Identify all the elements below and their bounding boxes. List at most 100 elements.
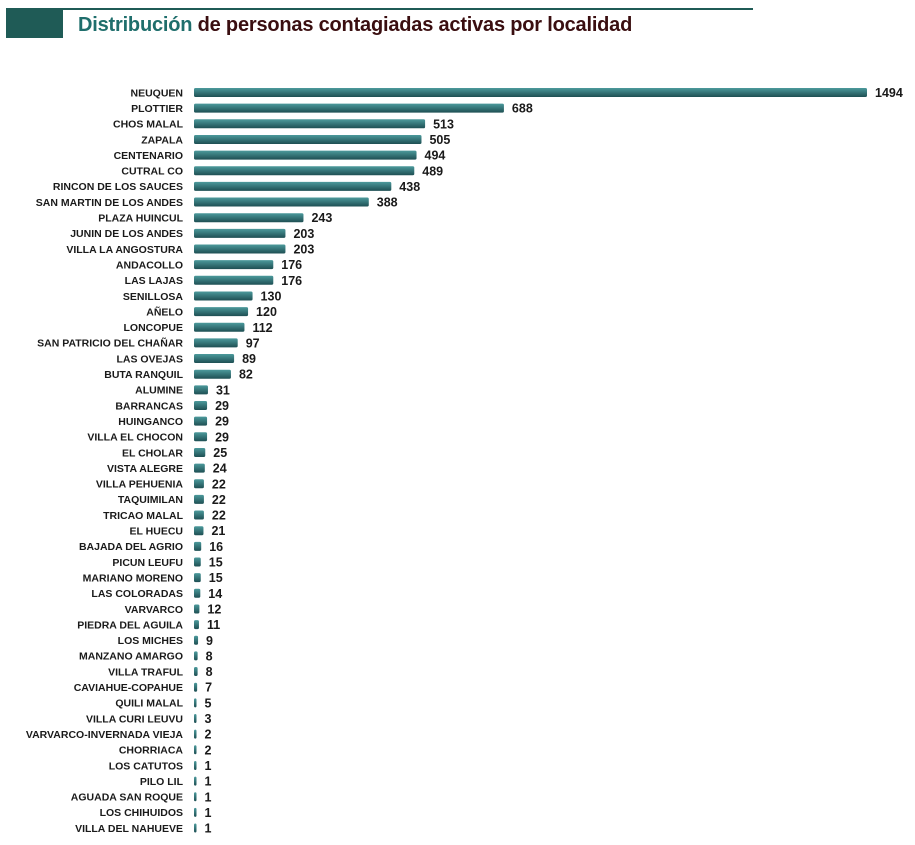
category-label: SAN MARTIN DE LOS ANDES — [36, 197, 183, 209]
bar — [194, 557, 201, 567]
value-label: 31 — [216, 383, 230, 397]
category-label: ZAPALA — [141, 134, 183, 146]
bar — [194, 792, 197, 802]
bar — [194, 823, 197, 833]
bar — [194, 729, 197, 739]
value-label: 22 — [212, 477, 226, 491]
header-rule — [63, 8, 753, 10]
category-label: RINCON DE LOS SAUCES — [53, 181, 183, 193]
value-label: 2 — [205, 728, 212, 742]
value-label: 388 — [377, 196, 398, 210]
value-label: 120 — [256, 305, 277, 319]
bar — [194, 244, 286, 254]
value-label: 15 — [209, 556, 223, 570]
value-label: 3 — [205, 712, 212, 726]
bar — [194, 260, 274, 270]
category-label: SAN PATRICIO DEL CHAÑAR — [37, 337, 183, 350]
category-label: JUNIN DE LOS ANDES — [70, 228, 183, 240]
bar — [194, 776, 197, 786]
category-label: LOS CHIHUIDOS — [100, 807, 183, 819]
value-label: 1 — [205, 822, 212, 836]
chart-title-rest: de personas contagiadas activas por loca… — [197, 14, 633, 36]
bar — [194, 291, 253, 301]
category-label: AÑELO — [146, 305, 183, 318]
value-label: 8 — [206, 665, 213, 679]
value-label: 1 — [205, 806, 212, 820]
value-label: 203 — [293, 227, 314, 241]
bar — [194, 338, 238, 348]
bar — [194, 181, 392, 191]
category-label: BAJADA DEL AGRIO — [79, 541, 183, 553]
value-label: 505 — [429, 133, 450, 147]
value-label: 12 — [207, 602, 221, 616]
bar — [194, 526, 204, 536]
bar — [194, 620, 199, 630]
bar — [194, 807, 197, 817]
bar — [194, 588, 201, 598]
category-label: VARVARCO — [125, 604, 183, 616]
category-label: VILLA PEHUENIA — [96, 479, 184, 491]
bar — [194, 354, 235, 364]
bar — [194, 322, 245, 332]
chart-title: Distribución de personas contagiadas act… — [78, 14, 632, 37]
category-label: PLAZA HUINCUL — [98, 213, 183, 225]
category-label: CHORRIACA — [119, 745, 184, 757]
value-label: 112 — [252, 321, 272, 335]
category-label: ANDACOLLO — [116, 259, 183, 271]
category-label: EL CHOLAR — [122, 447, 183, 459]
category-label: LONCOPUE — [123, 322, 183, 334]
bar — [194, 604, 200, 614]
bar — [194, 385, 208, 395]
bar — [194, 479, 204, 489]
bar — [194, 213, 304, 223]
category-label: VILLA DEL NAHUEVE — [75, 823, 183, 835]
category-label: MANZANO AMARGO — [79, 651, 183, 663]
bar — [194, 134, 422, 144]
category-label: TRICAO MALAL — [103, 510, 183, 522]
bar — [194, 228, 286, 238]
header-block — [6, 8, 63, 38]
bar — [194, 103, 504, 113]
value-label: 2 — [205, 743, 212, 757]
category-label: BUTA RANQUIL — [104, 369, 183, 381]
value-label: 9 — [206, 634, 213, 648]
bar — [194, 369, 231, 379]
bar — [194, 166, 415, 176]
value-label: 1 — [205, 775, 212, 789]
value-label: 1 — [205, 759, 212, 773]
category-label: PLOTTIER — [131, 103, 183, 115]
bar — [194, 573, 201, 583]
category-label: VILLA CURI LEUVU — [86, 713, 183, 725]
category-label: LAS OVEJAS — [116, 353, 183, 365]
value-label: 97 — [246, 336, 260, 350]
category-label: QUILI MALAL — [115, 698, 183, 710]
category-label: PILO LIL — [140, 776, 184, 788]
value-label: 489 — [422, 164, 443, 178]
bar — [194, 760, 197, 770]
category-label: LOS CATUTOS — [109, 760, 183, 772]
category-label: VILLA TRAFUL — [108, 666, 183, 678]
bar — [194, 401, 208, 410]
value-label: 203 — [293, 243, 314, 257]
bar — [194, 432, 208, 442]
category-label: CENTENARIO — [114, 150, 183, 162]
value-label: 82 — [239, 368, 253, 382]
bar — [194, 635, 199, 645]
value-label: 29 — [215, 430, 229, 444]
value-label: 1 — [205, 790, 212, 804]
category-label: VARVARCO-INVERNADA VIEJA — [26, 729, 184, 741]
value-label: 130 — [261, 289, 282, 303]
value-label: 22 — [212, 493, 226, 507]
bar — [194, 275, 274, 285]
category-label: BARRANCAS — [115, 400, 183, 412]
value-label: 24 — [213, 462, 227, 476]
category-label: EL HUECU — [130, 526, 183, 538]
category-label: VILLA EL CHOCON — [87, 432, 183, 444]
value-label: 15 — [209, 571, 223, 585]
value-label: 25 — [213, 446, 227, 460]
category-label: CHOS MALAL — [113, 119, 184, 131]
bar — [194, 682, 198, 692]
category-label: SENILLOSA — [123, 291, 184, 303]
category-label: MARIANO MORENO — [83, 572, 183, 584]
